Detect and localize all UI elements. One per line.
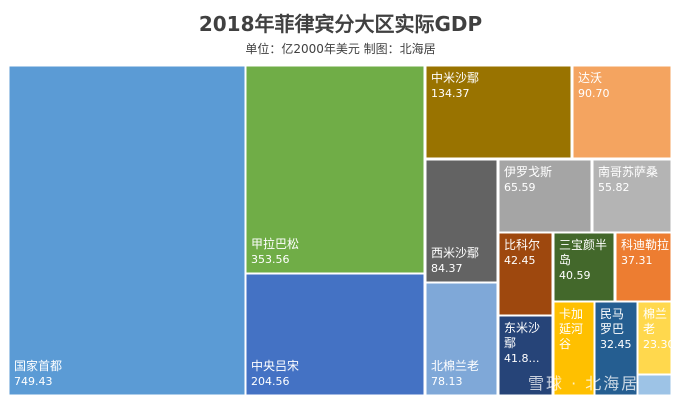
treemap-rect-8: [592, 159, 672, 233]
treemap-value-1: 353.56: [251, 253, 290, 266]
treemap-label-12: 科迪勒拉: [621, 237, 669, 252]
treemap-value-12: 37.31: [621, 254, 653, 267]
treemap-rect-7: [498, 159, 592, 233]
treemap-rect-15: [637, 301, 672, 375]
treemap-rect-remainder: [637, 374, 672, 396]
treemap-label-8: 南哥苏萨桑: [598, 164, 658, 179]
treemap-label-0: 国家首都: [14, 358, 62, 373]
treemap-cell-13: 卡加延河谷: [553, 301, 595, 396]
treemap-cell-10: 东米沙鄢 41.8…: [498, 315, 553, 396]
treemap-rect-13: [553, 301, 595, 396]
treemap-value-5: 84.37: [431, 262, 463, 275]
treemap-value-14: 32.45: [600, 338, 632, 351]
treemap-cell-12: 科迪勒拉 37.31: [615, 232, 672, 302]
treemap-rect-3: [425, 65, 572, 159]
treemap-value-7: 65.59: [504, 181, 536, 194]
treemap-cell-6: 北棉兰老 78.13: [425, 282, 498, 396]
chart-subtitle: 单位：亿2000年美元 制图：北海居: [245, 42, 436, 56]
treemap-label-7: 伊罗戈斯: [504, 165, 552, 179]
treemap-cell-15: 棉兰老 23.30: [637, 301, 675, 375]
treemap-rect-12: [615, 232, 672, 302]
treemap-cell-7: 伊罗戈斯 65.59: [498, 159, 592, 233]
treemap-value-15: 23.30: [643, 338, 675, 351]
treemap-rect-11: [553, 232, 615, 302]
treemap-value-10: 41.8…: [504, 352, 540, 365]
treemap-label-14: 民马罗巴: [600, 307, 624, 336]
treemap-cell-11: 三宝颜半岛 40.59: [553, 232, 615, 302]
treemap-cell-14: 民马罗巴 32.45: [594, 301, 638, 396]
treemap-value-11: 40.59: [559, 269, 591, 282]
chart-title: 2018年菲律宾分大区实际GDP: [198, 12, 483, 36]
treemap-rect-0: [8, 65, 246, 396]
treemap-cell-9: 比科尔 42.45: [498, 232, 553, 316]
treemap-rect-14: [594, 301, 638, 396]
watermark: 雪球 · 北海居: [528, 374, 640, 393]
treemap-value-8: 55.82: [598, 181, 630, 194]
treemap-value-6: 78.13: [431, 375, 463, 388]
treemap-label-11: 三宝颜半岛: [559, 237, 607, 267]
treemap-rect-10: [498, 315, 553, 396]
treemap-label-6: 北棉兰老: [431, 359, 479, 373]
treemap-rect-5: [425, 159, 498, 283]
treemap-cell-1: 甲拉巴松 353.56: [245, 65, 425, 274]
treemap-cell-2: 中央吕宋 204.56: [245, 273, 425, 396]
treemap-cell-0: 国家首都 749.43: [8, 65, 246, 396]
treemap-rect-6: [425, 282, 498, 396]
treemap-label-1: 甲拉巴松: [251, 236, 299, 251]
treemap-value-3: 134.37: [431, 87, 470, 100]
treemap-label-2: 中央吕宋: [251, 358, 299, 373]
treemap-label-5: 西米沙鄢: [431, 246, 479, 260]
treemap-rect-1: [245, 65, 425, 274]
treemap-rect-2: [245, 273, 425, 396]
treemap-cell-8: 南哥苏萨桑 55.82: [592, 159, 672, 233]
treemap-rect-9: [498, 232, 553, 316]
treemap-label-15: 棉兰老: [643, 307, 667, 336]
treemap-value-4: 90.70: [578, 87, 610, 100]
treemap-cell-4: 达沃 90.70: [572, 65, 672, 159]
treemap-cell-3: 中米沙鄢 134.37: [425, 65, 572, 159]
treemap-cell-5: 西米沙鄢 84.37: [425, 159, 498, 283]
treemap-value-9: 42.45: [504, 254, 536, 267]
treemap-label-13: 卡加延河谷: [559, 307, 583, 351]
treemap-label-3: 中米沙鄢: [431, 70, 479, 85]
treemap-label-4: 达沃: [578, 71, 602, 85]
treemap-label-10: 东米沙鄢: [504, 321, 540, 350]
treemap-value-0: 749.43: [14, 375, 53, 388]
treemap-label-9: 比科尔: [504, 237, 540, 252]
treemap-rect-4: [572, 65, 672, 159]
treemap-value-2: 204.56: [251, 375, 290, 388]
